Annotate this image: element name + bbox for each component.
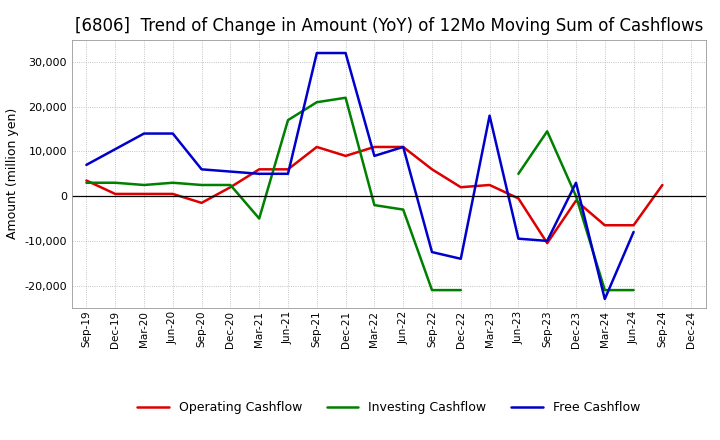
Free Cashflow (255, 171, 264, 176)
Operating Cashflow (140, 191, 148, 197)
Investing Cashflow (226, 182, 235, 187)
Operating Cashflow (514, 196, 523, 201)
Title: [6806]  Trend of Change in Amount (YoY) of 12Mo Moving Sum of Cashflows: [6806] Trend of Change in Amount (YoY) o… (75, 17, 703, 35)
Investing Cashflow (82, 180, 91, 185)
Investing Cashflow (284, 117, 292, 123)
Free Cashflow (197, 167, 206, 172)
Operating Cashflow (226, 185, 235, 190)
Free Cashflow (514, 236, 523, 241)
Investing Cashflow (341, 95, 350, 100)
Free Cashflow (399, 144, 408, 150)
Operating Cashflow (428, 167, 436, 172)
Free Cashflow (572, 180, 580, 185)
Operating Cashflow (168, 191, 177, 197)
Investing Cashflow (370, 202, 379, 208)
Free Cashflow (284, 171, 292, 176)
Operating Cashflow (284, 167, 292, 172)
Operating Cashflow (600, 223, 609, 228)
Line: Investing Cashflow: Investing Cashflow (86, 98, 461, 290)
Line: Free Cashflow: Free Cashflow (86, 53, 634, 299)
Free Cashflow (629, 229, 638, 235)
Operating Cashflow (456, 185, 465, 190)
Investing Cashflow (168, 180, 177, 185)
Investing Cashflow (428, 287, 436, 293)
Operating Cashflow (485, 182, 494, 187)
Investing Cashflow (399, 207, 408, 212)
Y-axis label: Amount (million yen): Amount (million yen) (6, 108, 19, 239)
Free Cashflow (312, 50, 321, 55)
Free Cashflow (82, 162, 91, 168)
Free Cashflow (111, 147, 120, 152)
Operating Cashflow (197, 200, 206, 205)
Investing Cashflow (456, 287, 465, 293)
Investing Cashflow (140, 182, 148, 187)
Free Cashflow (600, 297, 609, 302)
Operating Cashflow (572, 198, 580, 203)
Operating Cashflow (312, 144, 321, 150)
Operating Cashflow (543, 241, 552, 246)
Legend: Operating Cashflow, Investing Cashflow, Free Cashflow: Operating Cashflow, Investing Cashflow, … (138, 401, 640, 414)
Operating Cashflow (341, 153, 350, 158)
Operating Cashflow (629, 223, 638, 228)
Operating Cashflow (111, 191, 120, 197)
Line: Operating Cashflow: Operating Cashflow (86, 147, 662, 243)
Investing Cashflow (255, 216, 264, 221)
Operating Cashflow (399, 144, 408, 150)
Operating Cashflow (82, 178, 91, 183)
Operating Cashflow (370, 144, 379, 150)
Operating Cashflow (255, 167, 264, 172)
Investing Cashflow (312, 99, 321, 105)
Operating Cashflow (658, 182, 667, 187)
Free Cashflow (140, 131, 148, 136)
Free Cashflow (456, 256, 465, 261)
Investing Cashflow (111, 180, 120, 185)
Free Cashflow (370, 153, 379, 158)
Free Cashflow (485, 113, 494, 118)
Free Cashflow (428, 249, 436, 255)
Investing Cashflow (197, 182, 206, 187)
Free Cashflow (341, 50, 350, 55)
Free Cashflow (226, 169, 235, 174)
Free Cashflow (543, 238, 552, 244)
Free Cashflow (168, 131, 177, 136)
